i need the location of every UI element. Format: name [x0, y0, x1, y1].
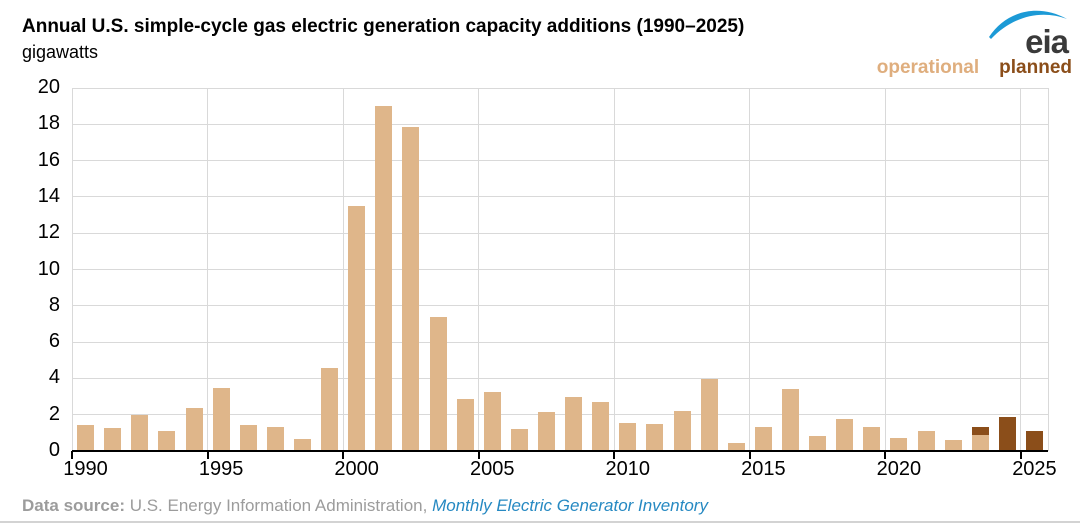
- x-axis-tick-label: 1990: [63, 458, 108, 480]
- gridline-vertical: [71, 88, 73, 451]
- bar-2019-operational: [863, 427, 881, 451]
- x-axis-tick: [71, 451, 73, 459]
- bar-1993-operational: [158, 431, 176, 451]
- x-axis-tick-label: 2015: [741, 458, 786, 480]
- x-axis-line: [72, 450, 1048, 452]
- gridline-horizontal: [72, 232, 1048, 234]
- y-axis-tick-label: 0: [48, 439, 60, 461]
- x-axis-tick-label: 2020: [876, 458, 922, 480]
- chart-plot-area: [71, 87, 1049, 459]
- bar-2024-planned: [998, 417, 1016, 451]
- y-axis-tick-label: 20: [37, 76, 60, 98]
- gridline-horizontal: [72, 123, 1048, 125]
- gridline-vertical: [478, 88, 480, 451]
- bar-2022-operational: [944, 440, 962, 451]
- chart-legend: operational planned: [877, 57, 1072, 79]
- gridline-vertical: [613, 88, 615, 451]
- eia-swoosh-icon: [989, 10, 1067, 39]
- y-axis-tick-label: 18: [37, 112, 60, 135]
- bar-2006-operational: [510, 429, 528, 451]
- y-axis-tick-label: 16: [37, 148, 60, 171]
- bar-2001-operational: [375, 106, 393, 451]
- gridline-horizontal: [72, 87, 1048, 89]
- bar-2015-operational: [754, 427, 772, 451]
- bar-2010-operational: [619, 422, 637, 451]
- x-axis-tick-label: 1995: [198, 458, 244, 480]
- gridline-vertical: [1047, 88, 1049, 451]
- bar-2000-operational: [348, 205, 366, 451]
- data-source-note: Data source: U.S. Energy Information Adm…: [22, 496, 708, 516]
- chart-title: Annual U.S. simple-cycle gas electric ge…: [22, 16, 745, 37]
- data-source-link[interactable]: Monthly Electric Generator Inventory: [432, 496, 708, 515]
- bar-2023-operational: [971, 434, 989, 451]
- x-axis-tick-label: 2025: [1012, 458, 1057, 480]
- y-axis-tick-label: 14: [37, 184, 60, 207]
- bar-2002-operational: [402, 127, 420, 451]
- gridline-vertical: [884, 88, 886, 451]
- bar-2016-operational: [781, 389, 799, 451]
- y-axis-tick-label: 8: [48, 293, 60, 316]
- bar-2007-operational: [537, 411, 555, 451]
- bar-2011-operational: [646, 423, 664, 451]
- x-axis-tick-label: 2000: [334, 458, 379, 480]
- gridline-horizontal: [72, 377, 1048, 379]
- legend-planned: planned: [999, 57, 1072, 78]
- eia-logo-text: eia: [1025, 23, 1069, 60]
- y-axis-tick-label: 12: [37, 221, 60, 244]
- x-axis-tick-label: 2005: [469, 458, 515, 480]
- bar-2008-operational: [565, 397, 583, 451]
- y-axis-tick-label: 10: [37, 257, 60, 280]
- bar-2021-operational: [917, 431, 935, 451]
- bar-1998-operational: [293, 439, 311, 451]
- gridline-vertical: [749, 88, 751, 451]
- chart-units-label: gigawatts: [22, 42, 99, 62]
- data-source-text: U.S. Energy Information Administration,: [124, 496, 433, 515]
- bar-2020-operational: [890, 438, 908, 451]
- gridline-vertical: [207, 88, 209, 451]
- bar-1992-operational: [131, 414, 149, 451]
- x-axis-tick: [477, 451, 480, 459]
- x-axis-tick-label: 2010: [605, 458, 651, 480]
- bar-2012-operational: [673, 411, 691, 451]
- gridline-vertical: [342, 88, 344, 451]
- y-axis-tick-label: 4: [48, 366, 60, 389]
- bar-1996-operational: [239, 424, 257, 451]
- x-axis-tick: [748, 451, 751, 459]
- gridline-horizontal: [72, 160, 1048, 162]
- eia-logo: eia: [986, 6, 1070, 58]
- gridline-horizontal: [72, 196, 1048, 198]
- bar-2018-operational: [836, 419, 854, 451]
- x-axis-tick: [1019, 451, 1022, 459]
- x-axis-tick: [342, 451, 345, 459]
- footer-divider: [0, 521, 1080, 523]
- bar-2025-planned: [1025, 431, 1043, 451]
- x-axis-tick: [613, 451, 616, 459]
- legend-operational: operational: [876, 57, 980, 78]
- bar-2014-operational: [727, 442, 745, 451]
- x-axis-tick: [884, 451, 887, 459]
- bar-2003-operational: [429, 316, 447, 451]
- bar-1995-operational: [212, 388, 230, 451]
- data-source-label: Data source:: [22, 496, 125, 515]
- bar-2005-operational: [483, 392, 501, 451]
- gridline-horizontal: [72, 414, 1048, 416]
- gridline-vertical: [1020, 88, 1022, 451]
- bar-2004-operational: [456, 399, 474, 451]
- gridline-horizontal: [72, 305, 1048, 307]
- bar-2009-operational: [592, 402, 610, 451]
- x-axis-tick: [206, 451, 209, 459]
- bar-1999-operational: [321, 367, 339, 451]
- gridline-horizontal: [72, 269, 1048, 270]
- bar-1994-operational: [185, 408, 203, 451]
- gridline-horizontal: [72, 341, 1048, 343]
- bar-1997-operational: [266, 426, 284, 451]
- bar-2023-planned: [971, 426, 989, 435]
- y-axis-tick-label: 2: [48, 402, 60, 425]
- bar-1991-operational: [104, 428, 122, 451]
- bar-2017-operational: [809, 435, 827, 451]
- bar-1990-operational: [77, 424, 95, 451]
- bar-2013-operational: [700, 379, 718, 451]
- y-axis-tick-label: 6: [48, 330, 60, 353]
